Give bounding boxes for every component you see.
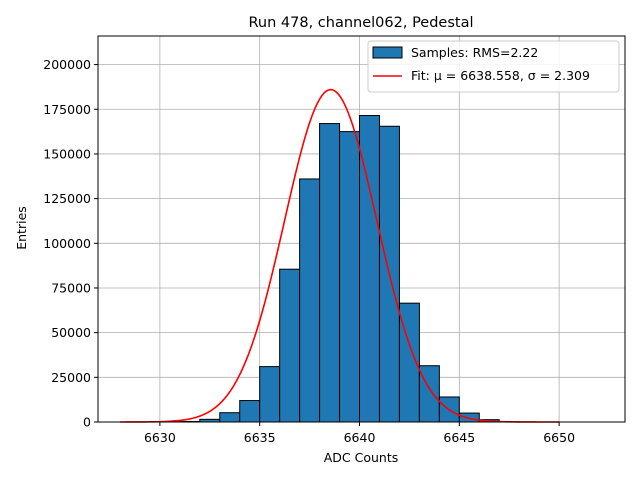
legend-box — [367, 40, 620, 93]
axes-frame — [97, 35, 626, 423]
x-axis-ticks: 6630 6635 6640 6645 6650 — [144, 422, 575, 445]
y-axis-label: Entries — [14, 206, 29, 250]
y-tick-label: 100000 — [43, 236, 91, 251]
legend-fit-label: Fit: μ = 6638.558, σ = 2.309 — [411, 68, 590, 83]
legend: Samples: RMS=2.22 Fit: μ = 6638.558, σ =… — [367, 40, 620, 93]
histogram-bar — [239, 400, 261, 423]
histogram-bar — [259, 366, 281, 423]
y-tick-label: 125000 — [43, 191, 91, 206]
y-tick-label: 25000 — [51, 370, 91, 385]
histogram-bars — [159, 115, 520, 423]
y-tick-label: 175000 — [43, 102, 91, 117]
y-tick-label: 0 — [83, 415, 91, 430]
histogram-bar — [279, 268, 301, 423]
y-axis-ticks: 0 25000 50000 75000 100000 125000 150000 175000… — [43, 57, 98, 430]
y-tick-label: 75000 — [51, 280, 91, 295]
histogram-bar — [458, 412, 480, 423]
fit-curve — [119, 88, 560, 423]
x-tick-label: 6650 — [543, 430, 575, 445]
x-tick-label: 6640 — [344, 430, 376, 445]
legend-samples-label: Samples: RMS=2.22 — [411, 45, 538, 60]
histogram-bar — [319, 123, 341, 423]
y-tick-label: 50000 — [51, 325, 91, 340]
x-axis-label: ADC Counts — [324, 450, 399, 465]
x-tick-label: 6645 — [443, 430, 475, 445]
x-tick-label: 6635 — [244, 430, 276, 445]
histogram-bar — [339, 131, 361, 423]
chart-title: Run 478, channel062, Pedestal — [248, 15, 473, 31]
y-tick-label: 150000 — [43, 146, 91, 161]
histogram-bar — [418, 365, 440, 423]
x-tick-label: 6630 — [144, 430, 176, 445]
histogram-bar — [299, 178, 321, 423]
legend-samples-swatch — [372, 46, 403, 59]
y-tick-label: 200000 — [43, 57, 91, 72]
histogram-bar — [219, 412, 241, 423]
